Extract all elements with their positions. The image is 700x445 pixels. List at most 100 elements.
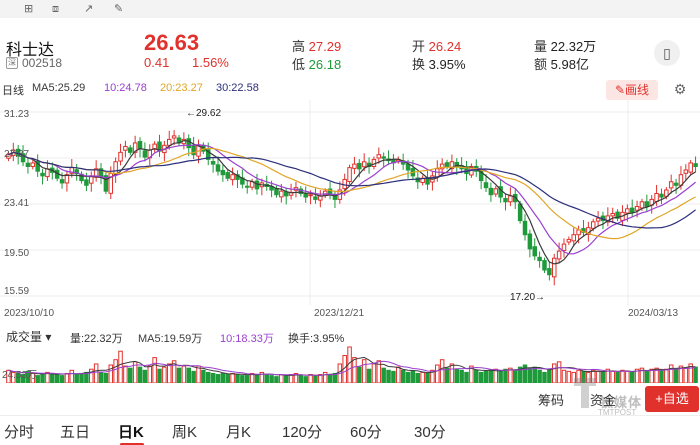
volume-value: 22.32万	[550, 39, 597, 54]
ma20-value: 20:23.27	[160, 82, 203, 94]
phone-icon[interactable]: ▯	[654, 40, 680, 66]
candle	[35, 161, 40, 172]
candlestick-chart[interactable]	[0, 100, 700, 305]
candle	[30, 162, 36, 167]
volume-bar	[54, 374, 60, 383]
y-tick-label: 15.59	[4, 286, 30, 297]
candle	[551, 257, 557, 278]
volume-bar	[210, 372, 216, 383]
share-icon[interactable]: ↗	[84, 3, 94, 15]
candle	[493, 188, 499, 195]
candle	[20, 153, 26, 163]
volume-bar	[347, 346, 352, 383]
gear-icon[interactable]: ⚙	[673, 81, 687, 97]
candle	[40, 172, 45, 177]
vol-ma10-line	[8, 360, 696, 376]
price-change-pct: 1.56%	[192, 55, 229, 70]
volume-bar	[191, 370, 196, 383]
candle	[118, 151, 123, 162]
tab-60min[interactable]: 60分	[350, 424, 382, 441]
candle	[220, 169, 226, 176]
volume-bar	[498, 370, 503, 383]
volume-bar	[113, 359, 118, 383]
candle	[244, 185, 250, 188]
tab-monthly-k[interactable]: 月K	[226, 424, 252, 441]
candle	[571, 234, 576, 242]
min-annotation: 17.20→	[510, 292, 546, 303]
volume-bar	[147, 365, 153, 383]
volume-bar	[556, 361, 562, 383]
grid-icon[interactable]: ⊞	[24, 3, 34, 15]
scan-icon[interactable]: ⧈	[52, 3, 59, 15]
candle	[449, 161, 455, 170]
volume-bar	[449, 363, 455, 383]
candle	[590, 221, 596, 229]
candle	[439, 163, 445, 170]
candle	[615, 211, 620, 219]
tab-30min[interactable]: 30分	[414, 424, 446, 441]
volume-bar	[659, 369, 664, 383]
volume-bar	[644, 370, 650, 383]
candle	[186, 138, 192, 149]
candle	[629, 207, 635, 213]
volume-bar	[415, 372, 421, 383]
amount-field: 额 5.98亿	[534, 54, 589, 73]
candle	[561, 243, 567, 251]
tab-weekly-k[interactable]: 周K	[172, 424, 198, 441]
low-label: 低	[292, 57, 306, 72]
stock-code: 002518	[22, 56, 63, 70]
volume-bar	[425, 372, 430, 383]
volume-bar	[410, 370, 416, 383]
candle	[522, 220, 528, 236]
volume-bar	[668, 364, 674, 383]
tab-intraday[interactable]: 分时	[4, 424, 35, 441]
volume-bar	[230, 372, 235, 383]
candle	[205, 149, 211, 160]
volume-bar	[366, 368, 372, 383]
max-annotation: ←29.62	[186, 108, 222, 119]
volume-bar	[157, 368, 162, 383]
volume-chart[interactable]	[0, 345, 700, 383]
candle	[303, 193, 308, 198]
candle	[64, 174, 70, 184]
volume-bar	[254, 374, 260, 383]
candle	[142, 150, 148, 158]
chips-button[interactable]: 筹码	[538, 393, 565, 408]
volume-bar	[35, 375, 40, 383]
candle	[542, 260, 547, 271]
volume-bar	[537, 369, 542, 383]
volume-bar	[391, 370, 396, 383]
low-field: 低 26.18	[292, 54, 341, 73]
ma30-line	[8, 151, 696, 229]
tab-daily-k[interactable]: 日K	[118, 424, 144, 441]
watermark-text: 钛媒体	[600, 395, 643, 410]
volume-bar	[201, 369, 206, 383]
candle	[215, 164, 221, 172]
volume-bar	[93, 363, 99, 383]
indicator-select[interactable]: 成交量 ▾	[6, 330, 52, 344]
volume-bar	[332, 372, 338, 383]
tab-120min[interactable]: 120分	[282, 424, 323, 441]
high-field: 高 27.29	[292, 36, 341, 55]
add-watchlist-button[interactable]: +自选	[645, 386, 699, 412]
volume-bar	[166, 363, 172, 383]
candle	[376, 154, 382, 159]
ma5-value: MA5:25.29	[32, 82, 86, 94]
tab-five-day[interactable]: 五日	[60, 424, 91, 441]
volume-bar	[279, 374, 284, 383]
candle	[605, 215, 611, 223]
active-tab-indicator	[120, 443, 144, 445]
period-label[interactable]: 日线	[2, 85, 24, 97]
volume-bar	[551, 363, 557, 383]
tool-icon[interactable]: ✎	[114, 3, 124, 15]
vol-ma5-line	[8, 356, 696, 376]
candle	[132, 142, 138, 153]
volume-bar	[274, 376, 279, 383]
funds-button[interactable]: 资金	[590, 393, 617, 408]
ma20-line	[8, 147, 696, 240]
candle	[113, 161, 118, 175]
volume-bar	[566, 370, 572, 383]
candle	[230, 174, 235, 181]
draw-line-button[interactable]: ✎画线	[606, 80, 658, 100]
volume-bar	[522, 364, 528, 383]
